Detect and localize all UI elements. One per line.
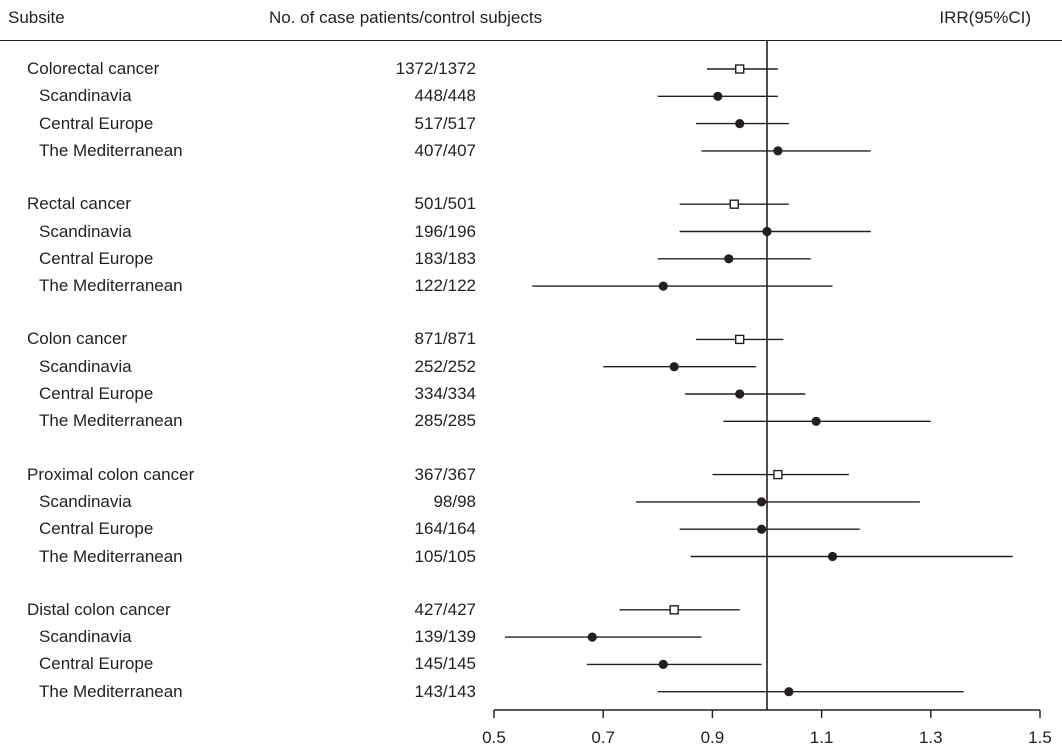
case-control-count: 183/183	[414, 248, 476, 268]
subsite-region-label: The Mediterranean	[39, 546, 183, 566]
counts-column-header: No. of case patients/control subjects	[269, 8, 543, 27]
subsite-region-label: Scandinavia	[39, 491, 132, 511]
subsite-group-label: Colon cancer	[27, 329, 128, 349]
case-control-count: 367/367	[414, 464, 476, 484]
pooled-estimate-marker	[773, 469, 783, 480]
subsite-region-label: Central Europe	[39, 519, 154, 539]
x-axis-tick-label: 0.5	[482, 728, 506, 747]
header-rule	[0, 40, 1062, 41]
case-control-count: 334/334	[414, 384, 476, 403]
subsite-region-label: The Mediterranean	[39, 276, 183, 296]
case-control-count: 501/501	[414, 194, 476, 214]
region-estimate-marker	[811, 416, 821, 426]
pooled-estimate-marker	[729, 199, 739, 209]
subsite-region-label: Scandinavia	[39, 221, 132, 241]
subsite-region-label: The Mediterranean	[39, 140, 183, 160]
case-control-count: 145/145	[414, 654, 476, 674]
subsite-group-label: Colorectal cancer	[27, 59, 160, 78]
case-control-count: 448/448	[414, 86, 476, 106]
pooled-estimate-marker	[735, 64, 745, 74]
case-control-count: 1372/1372	[395, 59, 476, 78]
x-axis-tick-label: 0.9	[701, 728, 725, 747]
case-control-count: 98/98	[433, 491, 476, 511]
subsite-region-label: The Mediterranean	[39, 411, 183, 431]
case-control-count: 517/517	[414, 113, 476, 133]
subsite-region-label: Central Europe	[39, 384, 154, 403]
region-estimate-marker	[669, 362, 679, 372]
pooled-estimate-marker	[669, 605, 679, 615]
subsite-group-label: Rectal cancer	[27, 194, 131, 214]
x-axis-tick-label: 1.3	[919, 728, 943, 747]
x-axis-tick-label: 1.1	[810, 728, 834, 747]
region-estimate-marker	[784, 687, 794, 697]
region-estimate-marker	[587, 632, 597, 642]
region-estimate-marker	[713, 91, 723, 101]
region-estimate-marker	[658, 281, 668, 291]
subsite-group-label: Distal colon cancer	[27, 599, 171, 619]
case-control-count: 196/196	[414, 221, 476, 241]
case-control-count: 407/407	[414, 140, 476, 160]
case-control-count: 164/164	[414, 519, 476, 539]
subsite-group-label: Proximal colon cancer	[27, 464, 195, 484]
subsite-region-label: Scandinavia	[39, 86, 132, 106]
subsite-region-label: Central Europe	[39, 654, 154, 674]
region-estimate-marker	[724, 254, 734, 264]
region-estimate-marker	[827, 551, 838, 562]
x-axis-tick-label: 0.7	[591, 728, 615, 747]
case-control-count: 285/285	[414, 411, 476, 431]
region-estimate-marker	[756, 524, 767, 534]
subsite-region-label: Central Europe	[39, 113, 154, 133]
case-control-count: 252/252	[414, 356, 476, 376]
region-estimate-marker	[735, 119, 745, 129]
case-control-count: 139/139	[414, 627, 476, 647]
region-estimate-marker	[762, 226, 772, 237]
subsite-region-label: Scandinavia	[39, 356, 132, 376]
case-control-count: 105/105	[414, 546, 476, 566]
irr-column-header: IRR(95%CI)	[939, 8, 1031, 27]
region-estimate-marker	[756, 497, 767, 507]
subsite-region-label: Scandinavia	[39, 627, 132, 647]
case-control-count: 122/122	[414, 276, 476, 296]
region-estimate-marker	[658, 659, 668, 670]
subsite-region-label: The Mediterranean	[39, 681, 183, 701]
pooled-estimate-marker	[735, 334, 745, 345]
case-control-count: 871/871	[414, 329, 476, 349]
region-estimate-marker	[735, 389, 745, 399]
case-control-count: 143/143	[414, 681, 476, 701]
subsite-column-header: Subsite	[8, 8, 65, 27]
subsite-region-label: Central Europe	[39, 248, 154, 268]
region-estimate-marker	[773, 146, 783, 156]
x-axis-tick-label: 1.5	[1028, 728, 1052, 747]
case-control-count: 427/427	[414, 599, 476, 619]
